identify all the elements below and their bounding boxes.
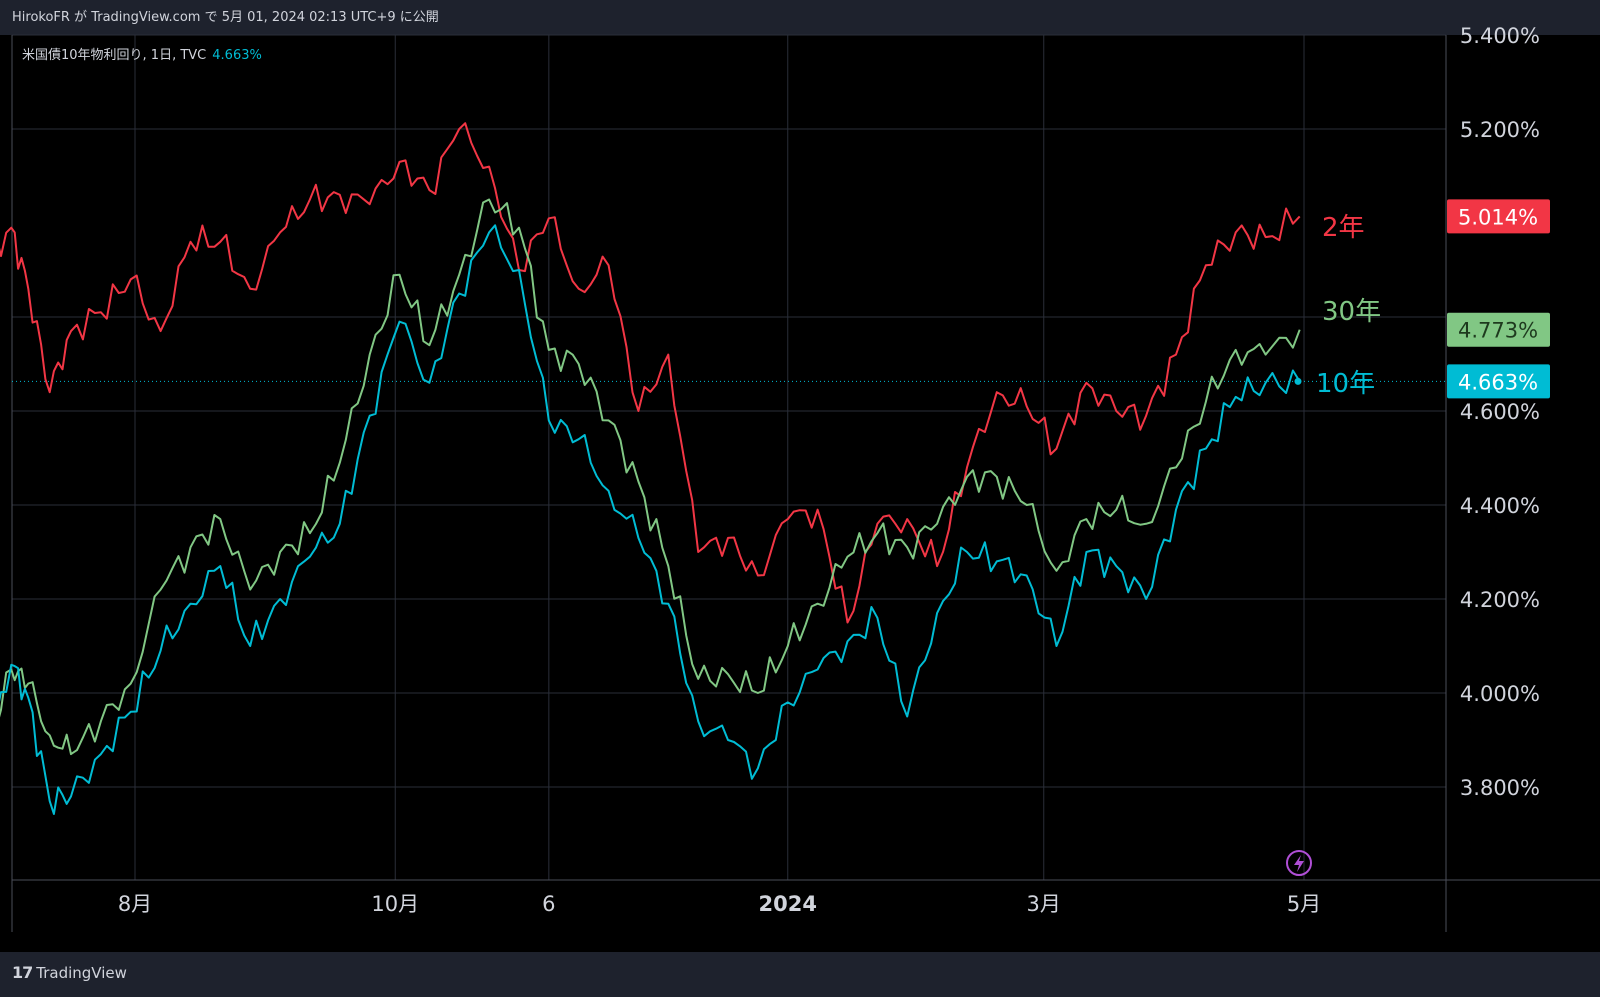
thirty-year-line <box>0 198 1301 756</box>
thirty-year-price-tag <box>1447 312 1550 347</box>
two-year-price-tag-label: 5.014% <box>1458 205 1538 229</box>
y-tick-label: 4.000% <box>1460 682 1540 706</box>
brand-name: TradingView <box>36 963 127 982</box>
lightning-icon[interactable] <box>1286 850 1312 876</box>
two-year-line <box>0 122 1301 624</box>
footer-bar <box>0 952 1600 997</box>
x-tick-label: 2024 <box>759 892 817 916</box>
x-tick-label: 8月 <box>118 892 152 916</box>
tradingview-logo: 17 <box>12 963 33 982</box>
ten-year-line <box>0 224 1301 815</box>
x-tick-label: 10月 <box>371 892 419 916</box>
ten-year-end-label: 10年 <box>1316 369 1375 399</box>
y-tick-label: 4.600% <box>1460 400 1540 424</box>
y-tick-label: 3.800% <box>1460 776 1540 800</box>
x-tick-label: 6 <box>542 892 555 916</box>
ten-year-last-dot <box>1294 377 1302 385</box>
ten-year-price-tag-label: 4.663% <box>1458 370 1538 394</box>
publish-info: HirokoFR が TradingView.com で 5月 01, 2024… <box>0 0 1600 35</box>
y-tick-label: 4.400% <box>1460 494 1540 518</box>
ten-year-price-tag <box>1447 364 1550 399</box>
two-year-price-tag <box>1447 199 1550 234</box>
x-tick-label: 5月 <box>1287 892 1321 916</box>
legend-value: 4.663% <box>212 48 262 63</box>
y-tick-label: 5.200% <box>1460 118 1540 142</box>
lightning-bolt-shape <box>1294 855 1304 872</box>
y-tick-label: 5.400% <box>1460 24 1540 48</box>
tradingview-brand[interactable]: 17 TradingView <box>12 963 127 982</box>
publish-text: HirokoFR が TradingView.com で 5月 01, 2024… <box>12 10 439 25</box>
two-year-end-label: 2年 <box>1322 213 1365 243</box>
thirty-year-end-label: 30年 <box>1322 297 1381 327</box>
legend-symbol: 米国債10年物利回り, 1日, TVC <box>22 48 207 63</box>
thirty-year-price-tag-label: 4.773% <box>1458 319 1538 343</box>
x-tick-label: 3月 <box>1027 892 1061 916</box>
chart-area[interactable] <box>0 35 1600 952</box>
chart-legend: 米国債10年物利回り, 1日, TVC 4.663% <box>22 44 262 63</box>
y-tick-label: 4.200% <box>1460 588 1540 612</box>
